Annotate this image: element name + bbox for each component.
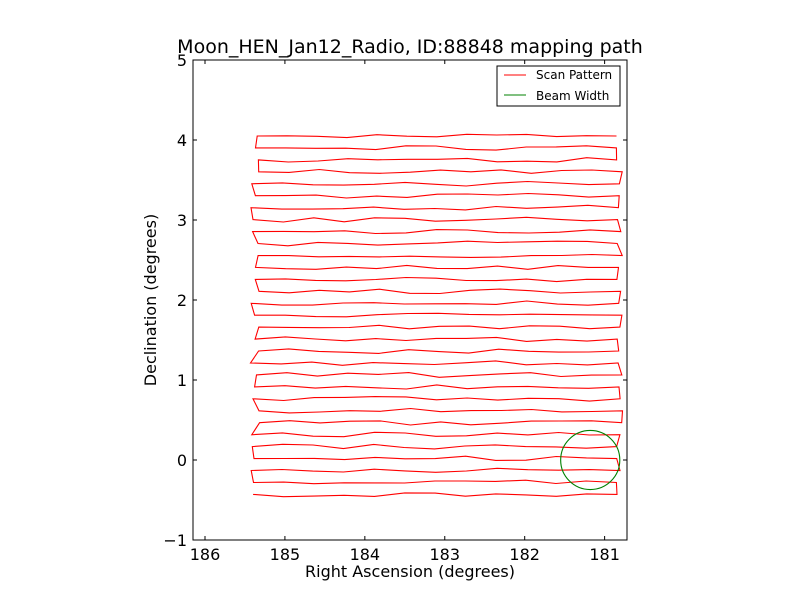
x-tick-label: 186 [190,545,221,564]
y-tick-label: 5 [177,51,187,70]
legend-box [496,65,621,107]
scan-pattern-line [249,133,624,498]
x-axis-title: Right Ascension (degrees) [305,562,515,581]
x-tick-label: 183 [429,545,460,564]
legend: Scan Pattern Beam Width [496,65,621,107]
beam-width-circle [560,429,621,491]
legend-scan-label: Scan Pattern [536,68,612,82]
y-axis-title: Declination (degrees) [141,214,160,386]
x-tick-label: 184 [350,545,381,564]
y-tick-label: −1 [163,531,187,550]
chart-title: Moon_HEN_Jan12_Radio, ID:88848 mapping p… [177,36,643,58]
legend-beam-label: Beam Width [536,89,609,103]
y-tick-label: 0 [177,451,187,470]
x-tick-label: 182 [509,545,540,564]
y-tick-label: 2 [177,291,187,310]
y-tick-label: 4 [177,131,187,150]
x-tick-label: 185 [270,545,301,564]
y-tick-label: 1 [177,371,187,390]
y-tick-label: 3 [177,211,187,230]
x-tick-label: 181 [589,545,620,564]
